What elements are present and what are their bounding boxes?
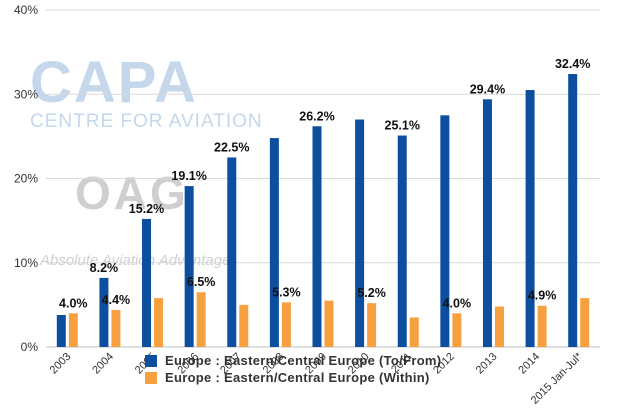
bar-series2 — [281, 302, 291, 347]
bar-series1 — [312, 126, 322, 347]
capa-logo-text: CAPA — [30, 50, 199, 115]
bar-series1 — [355, 119, 365, 348]
bar-series1 — [525, 90, 535, 347]
capa-watermark: CAPA CENTRE FOR AVIATION — [30, 50, 263, 133]
oag-watermark: OAG — [75, 170, 189, 216]
legend-item-series1: Europe : Eastern/Central Europe (To/From… — [145, 352, 441, 369]
bar-series1 — [56, 314, 66, 347]
data-labels: 4.0% 8.2% 4.4% 15.2% 19.1% 6.5% 22.5% 5.3% 26.2%… — [59, 57, 590, 310]
bar-series1 — [482, 99, 492, 348]
bar-series1 — [184, 186, 194, 347]
bar-series2 — [239, 304, 249, 347]
x-tick-label: 2004 — [90, 351, 116, 377]
oag-tagline-text: Absolute Aviation Advantage — [40, 252, 231, 269]
bar-series1 — [142, 218, 152, 347]
data-label-series2: 4.4% — [102, 293, 131, 307]
bar-series2 — [367, 303, 377, 347]
bar-series2 — [154, 298, 164, 347]
bar-series2 — [324, 300, 334, 347]
oag-logo-text: OAG — [75, 167, 189, 219]
y-tick-label: 20% — [14, 172, 38, 186]
data-label-series2: 5.3% — [272, 285, 301, 299]
y-tick-label: 40% — [14, 3, 38, 17]
bar-series2 — [452, 313, 462, 347]
data-label-series2: 4.0% — [59, 296, 88, 310]
legend-label-series2: Europe : Eastern/Central Europe (Within) — [165, 370, 430, 385]
legend: Europe : Eastern/Central Europe (To/From… — [145, 352, 441, 386]
data-label-series2: 5.2% — [357, 286, 386, 300]
data-label-series1: 8.2% — [90, 261, 119, 275]
bar-series2 — [68, 313, 78, 347]
bar-series1 — [227, 157, 237, 347]
data-label-series1: 25.1% — [385, 119, 420, 133]
data-label-series1: 15.2% — [129, 202, 164, 216]
x-tick-label: 2003 — [48, 351, 74, 377]
bar-series2 — [409, 317, 419, 347]
y-tick-label: 30% — [14, 87, 38, 101]
bar-series1 — [568, 74, 578, 347]
bar-series1 — [99, 277, 109, 347]
grid-lines — [46, 9, 600, 348]
data-label-series1: 32.4% — [555, 57, 590, 71]
x-tick-label: 2013 — [474, 351, 500, 377]
data-label-series1: 22.5% — [214, 140, 249, 154]
bar-series2 — [111, 309, 121, 347]
legend-swatch-series1 — [145, 354, 157, 367]
y-tick-label: 10% — [14, 256, 38, 270]
bars — [56, 74, 590, 348]
legend-item-series2: Europe : Eastern/Central Europe (Within) — [145, 369, 441, 386]
data-label-series2: 6.5% — [187, 275, 216, 289]
bar-series1 — [397, 135, 407, 347]
data-label-series1: 19.1% — [171, 169, 206, 183]
capa-logo-subtext: CENTRE FOR AVIATION — [30, 111, 263, 132]
bar-series1 — [440, 115, 450, 347]
data-label-series2: 4.0% — [443, 296, 472, 310]
x-tick-label: 2014 — [516, 351, 542, 377]
data-label-series1: 29.4% — [470, 82, 505, 96]
legend-swatch-series2 — [145, 371, 157, 384]
oag-tagline-watermark: Absolute Aviation Advantage — [40, 252, 230, 269]
legend-label-series1: Europe : Eastern/Central Europe (To/From… — [165, 353, 442, 368]
y-axis-ticks: 0% 10% 20% 30% 40% — [14, 3, 38, 354]
data-label-series1: 26.2% — [299, 109, 334, 123]
data-label-series2: 4.9% — [528, 289, 557, 303]
y-tick-label: 0% — [21, 340, 39, 354]
bar-series1 — [269, 138, 279, 347]
bar-series2 — [537, 305, 547, 347]
bar-series2 — [494, 306, 504, 347]
bar-series2 — [196, 292, 206, 347]
bar-series2 — [580, 298, 590, 347]
